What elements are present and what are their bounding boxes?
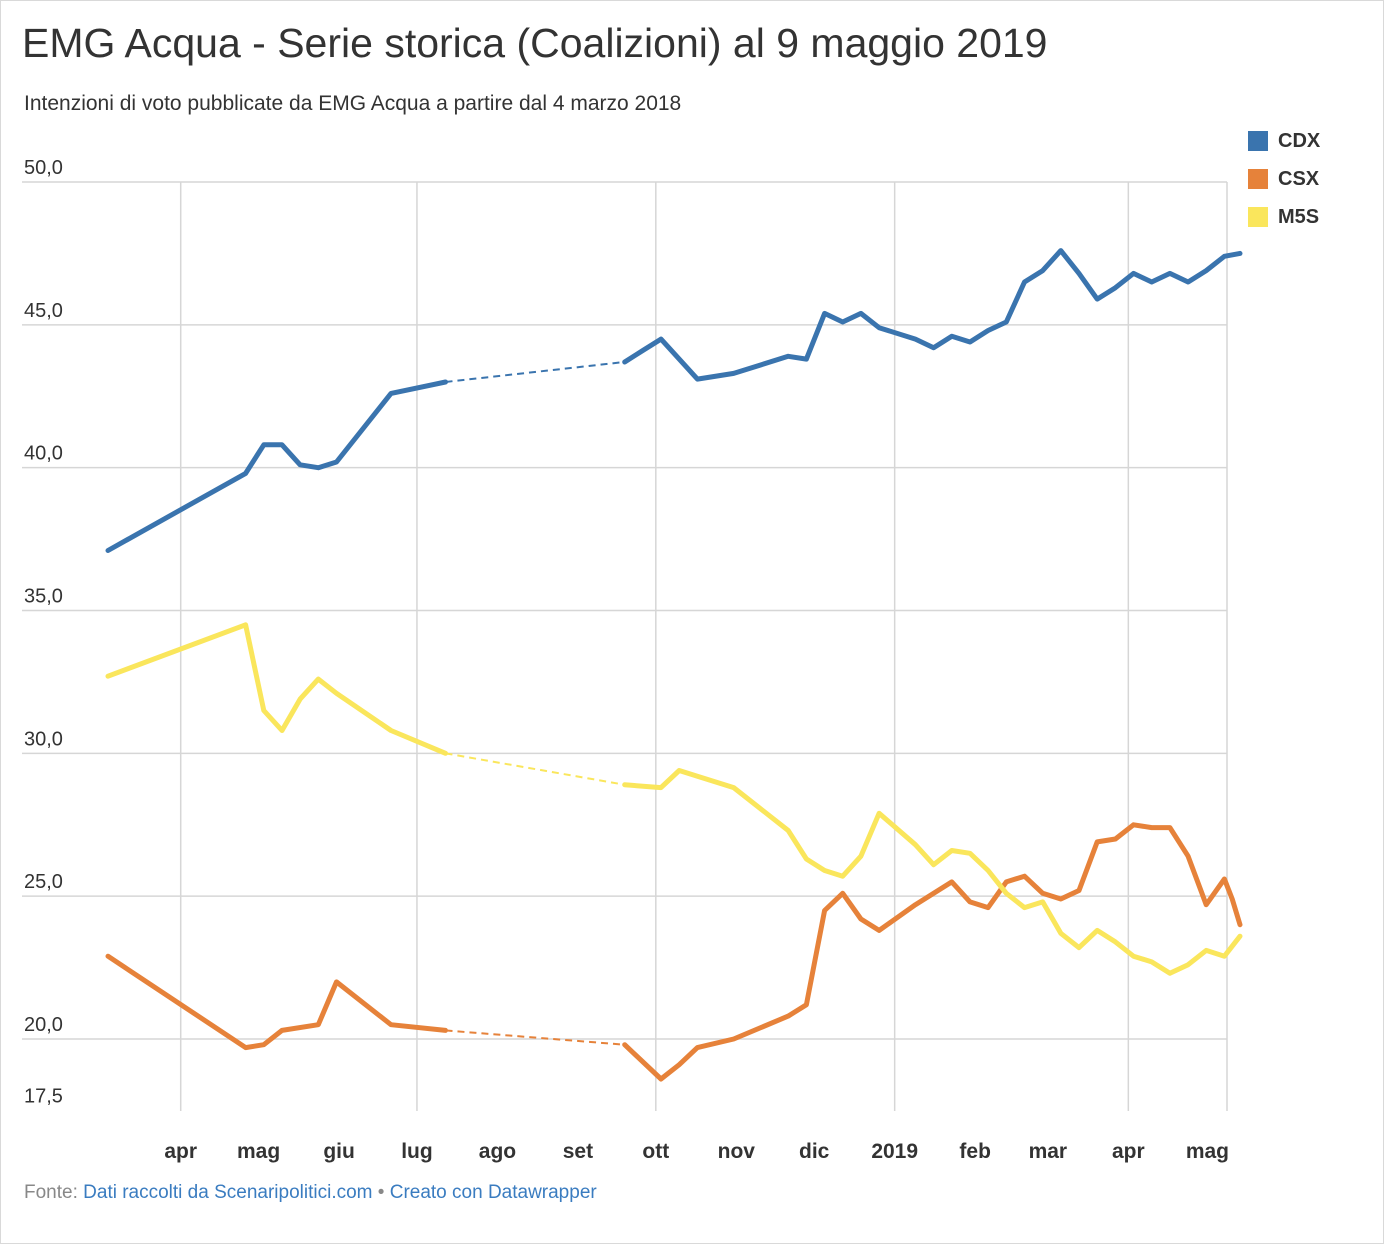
source-link[interactable]: Dati raccolti da Scenaripolitici.com xyxy=(83,1182,373,1203)
series-line-csx-part2 xyxy=(622,822,1243,1082)
y-tick-label: 35,0 xyxy=(24,586,63,608)
series-gap-cdx xyxy=(445,360,625,383)
x-tick-label: ago xyxy=(479,1140,516,1163)
series-line-cdx-part2 xyxy=(622,248,1243,382)
gridlines xyxy=(22,181,1228,1111)
x-tick-label: apr xyxy=(1112,1140,1145,1163)
series-line-m5s-part2 xyxy=(622,768,1243,976)
legend-label-m5s: M5S xyxy=(1278,205,1320,228)
legend-label-csx: CSX xyxy=(1278,167,1320,190)
x-tick-label: ott xyxy=(642,1140,669,1163)
x-tick-label: 2019 xyxy=(871,1140,918,1163)
series-line-cdx-part1 xyxy=(105,379,448,553)
y-tick-label: 40,0 xyxy=(24,443,63,465)
series-lines xyxy=(105,248,1243,1082)
x-axis-ticks: apr mag giu lug ago set ott nov dic 2019 feb mar apr… xyxy=(164,1140,1229,1163)
x-tick-label: nov xyxy=(718,1140,756,1163)
legend-item-csx[interactable]: CSX xyxy=(1248,160,1320,198)
x-tick-label: giu xyxy=(323,1140,355,1163)
legend-item-cdx[interactable]: CDX xyxy=(1248,122,1320,160)
legend-item-m5s[interactable]: M5S xyxy=(1248,198,1320,236)
footer: Fonte: Dati raccolti da Scenaripolitici.… xyxy=(24,1182,597,1204)
x-tick-label: apr xyxy=(164,1140,197,1163)
legend-swatch-csx xyxy=(1248,169,1268,189)
footer-separator: • xyxy=(377,1182,385,1203)
chart-subtitle: Intenzioni di voto pubblicate da EMG Acq… xyxy=(24,92,682,115)
x-tick-label: mar xyxy=(1029,1140,1068,1163)
y-tick-label: 30,0 xyxy=(24,728,63,750)
y-tick-label: 17,5 xyxy=(24,1085,63,1107)
legend: CDX CSX M5S xyxy=(1248,122,1320,236)
series-line-csx-part1 xyxy=(105,953,448,1051)
x-tick-label: lug xyxy=(401,1140,433,1163)
legend-swatch-cdx xyxy=(1248,131,1268,151)
datawrapper-link[interactable]: Creato con Datawrapper xyxy=(389,1182,597,1203)
series-line-m5s-part1 xyxy=(105,622,448,756)
series-gap-m5s xyxy=(445,752,625,786)
x-tick-label: dic xyxy=(799,1140,830,1163)
series-gap-csx xyxy=(445,1029,625,1046)
y-tick-label: 25,0 xyxy=(24,871,63,893)
y-tick-label: 50,0 xyxy=(24,157,63,179)
legend-swatch-m5s xyxy=(1248,207,1268,227)
y-axis-ticks: 50,0 45,0 40,0 35,0 30,0 25,0 20,0 17,5 xyxy=(24,157,63,1107)
y-tick-label: 20,0 xyxy=(24,1014,63,1036)
y-tick-label: 45,0 xyxy=(24,300,63,322)
legend-label-cdx: CDX xyxy=(1278,129,1321,152)
source-label: Fonte: xyxy=(24,1182,78,1203)
x-tick-label: set xyxy=(563,1140,593,1163)
chart-title: EMG Acqua - Serie storica (Coalizioni) a… xyxy=(22,20,1048,66)
x-tick-label: mag xyxy=(237,1140,280,1163)
x-tick-label: mag xyxy=(1186,1140,1229,1163)
x-tick-label: feb xyxy=(959,1140,991,1163)
